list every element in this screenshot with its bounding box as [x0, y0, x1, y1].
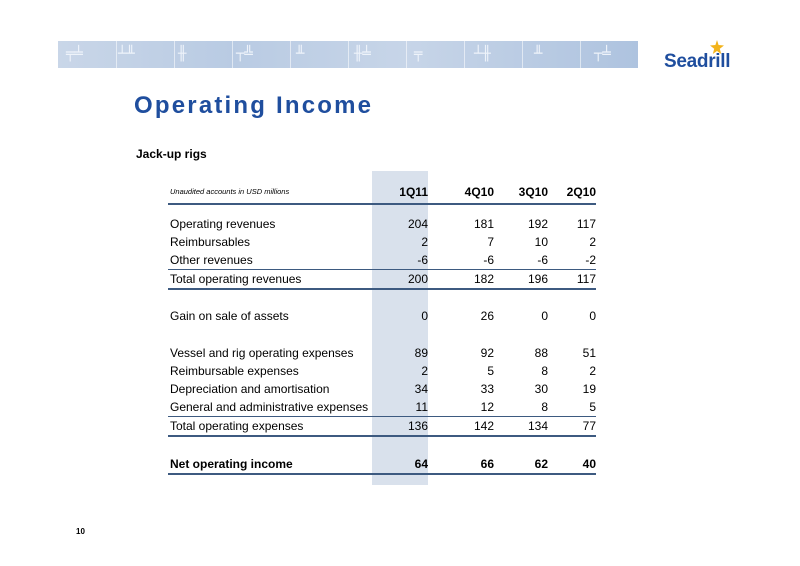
header-rule — [168, 203, 596, 205]
table-row: Depreciation and amortisation 34 33 30 1… — [168, 380, 596, 398]
row-label: Operating revenues — [170, 217, 276, 231]
row-rule — [168, 416, 596, 417]
rig-icon: ╤ — [414, 46, 423, 62]
column-header: 2Q10 — [566, 185, 596, 199]
cell: 77 — [582, 419, 596, 433]
cell: 34 — [414, 382, 428, 396]
cell: 0 — [589, 309, 596, 323]
table-row: Operating revenues 204 181 192 117 — [168, 215, 596, 233]
table-note: Unaudited accounts in USD millions — [170, 187, 290, 196]
cell: 200 — [407, 272, 428, 286]
cell: 62 — [534, 457, 548, 471]
current-quarter-highlight — [372, 171, 428, 485]
cell: 117 — [576, 272, 596, 286]
cell: 0 — [421, 309, 428, 323]
cell: 5 — [487, 364, 494, 378]
row-label: Net operating income — [170, 457, 293, 471]
cell: 134 — [527, 419, 548, 433]
cell: 2 — [421, 235, 428, 249]
seadrill-logo: Seadrill — [664, 40, 734, 76]
header-banner: ╤╧ ┴╨ ╫ ┬╩ ╨ ╫╧ ╤ ┴╫ ╨ ┬╧ — [58, 41, 638, 68]
cell: 11 — [415, 400, 428, 414]
cell: 10 — [534, 235, 548, 249]
cell: -6 — [537, 253, 548, 267]
column-header: 1Q11 — [399, 185, 428, 199]
cell: 192 — [527, 217, 548, 231]
rig-icon: ╨ — [296, 46, 305, 62]
cell: 181 — [473, 217, 494, 231]
row-label: Total operating revenues — [170, 272, 302, 286]
cell: 89 — [414, 346, 428, 360]
rig-icon: ┬╩ — [236, 46, 253, 62]
row-label: Reimbursable expenses — [170, 364, 299, 378]
row-label: Other revenues — [170, 253, 253, 267]
cell: 12 — [480, 400, 494, 414]
table-row: Other revenues -6 -6 -6 -2 — [168, 251, 596, 269]
cell: 66 — [480, 457, 494, 471]
row-label: Vessel and rig operating expenses — [170, 346, 354, 360]
table-header-row: Unaudited accounts in USD millions 1Q11 … — [168, 183, 596, 201]
cell: 92 — [480, 346, 494, 360]
cell: -6 — [483, 253, 494, 267]
cell: 7 — [487, 235, 494, 249]
table-row: Reimbursables 2 7 10 2 — [168, 233, 596, 251]
cell: 204 — [407, 217, 428, 231]
cell: 19 — [582, 382, 596, 396]
logo-wordmark: Seadrill — [664, 51, 731, 72]
rig-icon: ╨ — [534, 46, 543, 62]
rig-icon: ╫╧ — [354, 46, 371, 62]
row-label: Depreciation and amortisation — [170, 382, 330, 396]
cell: 117 — [576, 217, 596, 231]
rig-icon: ┴╫ — [474, 46, 491, 62]
total-rule — [168, 435, 596, 437]
cell: 2 — [589, 235, 596, 249]
rig-icon: ┬╧ — [594, 46, 611, 62]
table-row: Vessel and rig operating expenses 89 92 … — [168, 344, 596, 362]
table-row-total: Total operating expenses 136 142 134 77 — [168, 417, 596, 435]
row-label: Total operating expenses — [170, 419, 304, 433]
row-rule — [168, 269, 596, 270]
page-title: Operating Income — [134, 92, 374, 119]
row-label: Reimbursables — [170, 235, 251, 249]
table-row: General and administrative expenses 11 1… — [168, 398, 596, 416]
section-subtitle: Jack-up rigs — [136, 147, 207, 161]
cell: 88 — [534, 346, 548, 360]
cell: 2 — [421, 364, 428, 378]
rig-icon: ╤╧ — [66, 46, 83, 62]
row-label: General and administrative expenses — [170, 400, 369, 414]
cell: 51 — [582, 346, 596, 360]
column-header: 3Q10 — [518, 185, 548, 199]
cell: 30 — [534, 382, 548, 396]
cell: 26 — [480, 309, 494, 323]
cell: 8 — [541, 364, 548, 378]
table-row: Reimbursable expenses 2 5 8 2 — [168, 362, 596, 380]
rig-icon: ┴╨ — [118, 46, 135, 62]
cell: 2 — [589, 364, 596, 378]
table-row-total: Total operating revenues 200 182 196 117 — [168, 270, 596, 288]
star-icon — [710, 40, 724, 54]
cell: 196 — [527, 272, 548, 286]
cell: 0 — [541, 309, 548, 323]
table-row-net: Net operating income 64 66 62 40 — [168, 455, 596, 473]
cell: -6 — [417, 253, 428, 267]
row-label: Gain on sale of assets — [170, 309, 289, 323]
cell: 136 — [407, 419, 428, 433]
page-number: 10 — [76, 527, 85, 536]
table-row: Gain on sale of assets 0 26 0 0 — [168, 307, 596, 325]
cell: 142 — [473, 419, 494, 433]
column-header: 4Q10 — [464, 185, 494, 199]
cell: -2 — [585, 253, 596, 267]
cell: 40 — [582, 457, 596, 471]
cell: 5 — [589, 400, 596, 414]
cell: 182 — [473, 272, 494, 286]
total-rule — [168, 288, 596, 290]
cell: 33 — [480, 382, 494, 396]
cell: 8 — [541, 400, 548, 414]
rig-icon: ╫ — [178, 46, 187, 62]
cell: 64 — [414, 457, 428, 471]
net-rule — [168, 473, 596, 475]
